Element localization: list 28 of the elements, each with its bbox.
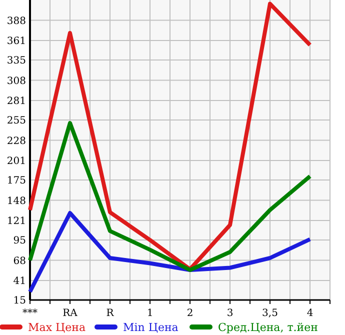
y-tick-label: 361 — [6, 36, 26, 47]
line-series — [28, 121, 312, 272]
legend-label: Min Цена — [123, 321, 179, 334]
y-tick-label: 201 — [6, 156, 26, 167]
y-tick-label: 148 — [6, 196, 26, 207]
x-tick-label: *** — [22, 308, 38, 319]
y-tick-label: 68 — [13, 256, 26, 267]
x-tick-label: RA — [62, 308, 78, 319]
y-tick-label: 121 — [6, 216, 26, 227]
y-tick-label: 335 — [6, 56, 26, 66]
x-tick-label: 4 — [306, 308, 314, 319]
y-tick-label: 15 — [13, 296, 26, 306]
y-tick-label: 388 — [6, 16, 26, 27]
legend-label: Сред.Цена, т.йен — [218, 321, 318, 334]
y-tick-label: 41 — [13, 276, 26, 287]
x-tick-label: 3 — [226, 308, 234, 319]
y-tick-label: 95 — [13, 236, 26, 246]
x-tick-label: 1 — [146, 308, 154, 319]
line-series — [28, 211, 312, 294]
legend-label: Max Цена — [28, 321, 86, 334]
y-tick-label: 255 — [6, 116, 26, 126]
x-tick-label: R — [106, 308, 114, 319]
x-tick-label: 2 — [186, 308, 194, 319]
x-tick-label: 3,5 — [262, 308, 278, 319]
y-tick-label: 228 — [6, 136, 26, 147]
y-tick-label: 175 — [6, 176, 26, 186]
y-tick-label: 308 — [6, 76, 26, 87]
y-tick-label: 281 — [6, 96, 26, 107]
